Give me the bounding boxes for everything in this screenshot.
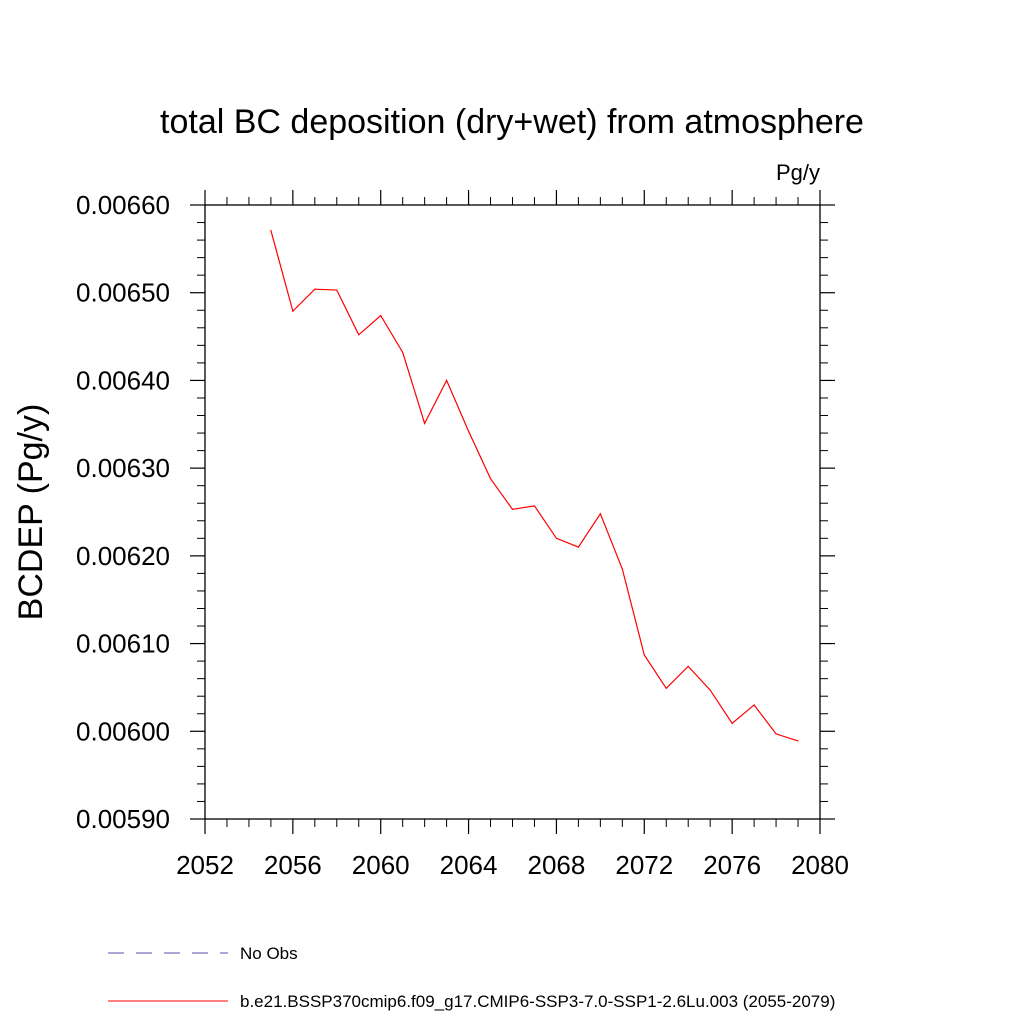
x-tick-label: 2080	[791, 850, 849, 880]
data-point	[511, 508, 514, 510]
x-tick-label: 2064	[440, 850, 498, 880]
y-tick-label: 0.00630	[76, 453, 170, 483]
chart-title: total BC deposition (dry+wet) from atmos…	[160, 103, 864, 141]
data-point	[687, 665, 689, 667]
data-point	[753, 704, 755, 706]
data-point	[775, 733, 777, 735]
data-point	[314, 288, 316, 290]
data-point	[555, 537, 558, 539]
y-tick-label: 0.00660	[76, 190, 170, 220]
series-layer	[270, 229, 799, 742]
data-point	[709, 689, 711, 691]
data-point	[577, 546, 579, 548]
data-point	[292, 310, 294, 312]
data-point	[533, 505, 536, 507]
data-point	[336, 289, 338, 291]
data-point	[643, 654, 645, 656]
y-tick-label: 0.00600	[76, 716, 170, 746]
data-point	[731, 722, 733, 724]
data-point	[270, 229, 272, 232]
legend-label: b.e21.BSSP370cmip6.f09_g17.CMIP6-SSP3-7.…	[240, 992, 835, 1011]
data-point	[446, 379, 448, 382]
data-point	[358, 334, 360, 336]
legend-label: No Obs	[240, 944, 298, 963]
ticks-layer: 2052 2056 2060 2064 2068 2072 2076 2080 0.00590 0…	[76, 190, 849, 880]
data-point	[402, 351, 404, 353]
x-tick-label: 2060	[352, 850, 410, 880]
plot-frame	[204, 204, 821, 820]
data-point	[380, 314, 382, 317]
y-tick-label: 0.00640	[76, 365, 170, 395]
units-label: Pg/y	[776, 160, 820, 185]
data-point	[467, 430, 470, 432]
series-line	[270, 230, 799, 742]
data-point	[621, 568, 623, 570]
y-axis-label: BCDEP (Pg/y)	[12, 404, 50, 621]
y-tick-label: 0.00620	[76, 541, 170, 571]
data-point	[665, 687, 667, 689]
data-point	[489, 478, 492, 480]
x-tick-label: 2068	[528, 850, 586, 880]
y-tick-label: 0.00610	[76, 629, 170, 659]
x-tick-label: 2076	[703, 850, 761, 880]
x-tick-label: 2072	[615, 850, 673, 880]
legend: No Obs b.e21.BSSP370cmip6.f09_g17.CMIP6-S…	[108, 944, 835, 1011]
y-tick-label: 0.00650	[76, 278, 170, 308]
data-point	[599, 513, 601, 515]
data-point	[424, 422, 426, 425]
x-tick-label: 2052	[176, 850, 234, 880]
y-tick-label: 0.00590	[76, 804, 170, 834]
data-point	[797, 740, 799, 742]
x-tick-label: 2056	[264, 850, 322, 880]
